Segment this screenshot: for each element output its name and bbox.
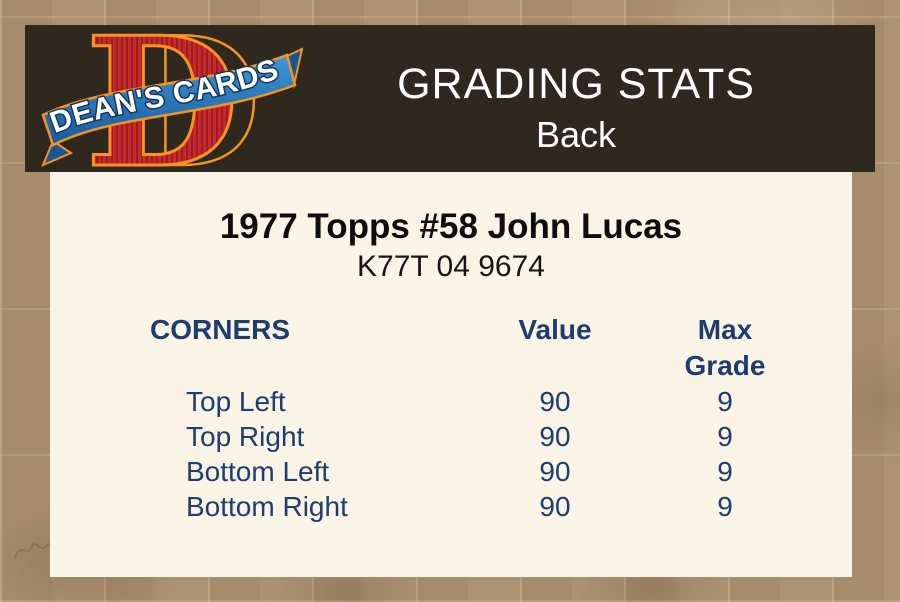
grading-stats-title: GRADING STATS <box>397 60 755 108</box>
row-label: Bottom Right <box>186 491 348 522</box>
table-row: Bottom Left 90 9 <box>150 454 852 489</box>
max-grade-column-header: Max Grade <box>684 314 766 381</box>
row-label: Top Right <box>186 421 305 452</box>
ribbon-left-tail <box>41 139 74 167</box>
row-value: 90 <box>539 456 571 487</box>
value-column-header: Value <box>518 314 592 345</box>
grading-stats-table: CORNERS Value Max Grade Top Left 90 9 To… <box>50 312 852 524</box>
row-value: 90 <box>539 386 571 417</box>
corners-section-header: CORNERS <box>150 314 291 345</box>
table-row: Top Left 90 9 <box>150 384 852 419</box>
row-max-grade: 9 <box>717 386 733 417</box>
card-serial-number: K77T 04 9674 <box>357 250 545 283</box>
row-label: Top Left <box>186 386 286 417</box>
row-value: 90 <box>539 491 571 522</box>
row-value: 90 <box>539 421 571 452</box>
header-titles: GRADING STATS Back <box>397 59 755 157</box>
table-row: Top Right 90 9 <box>150 419 852 454</box>
ribbon-banner <box>41 53 297 147</box>
table-header-row: CORNERS Value Max Grade <box>150 312 852 384</box>
card-side-label: Back <box>535 114 617 155</box>
table-row: Bottom Right 90 9 <box>150 489 852 524</box>
deans-cards-logo: D D DEAN'S CARDS <box>41 29 303 171</box>
row-max-grade: 9 <box>717 491 733 522</box>
content-panel: 1977 Topps #58 John Lucas K77T 04 9674 C… <box>50 170 852 577</box>
row-label: Bottom Left <box>186 456 330 487</box>
page-header: D D DEAN'S CARDS GRADING STATS Back <box>25 25 875 172</box>
card-title: 1977 Topps #58 John Lucas <box>219 207 683 246</box>
row-max-grade: 9 <box>717 456 733 487</box>
row-max-grade: 9 <box>717 421 733 452</box>
